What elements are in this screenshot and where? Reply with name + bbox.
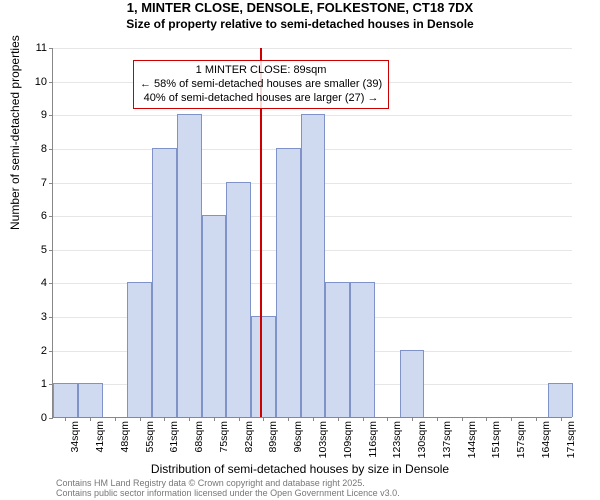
histogram-bar	[53, 383, 78, 417]
xtick-label: 68sqm	[193, 421, 205, 453]
ytick-label: 9	[41, 109, 53, 121]
xtick-mark	[536, 417, 537, 421]
xtick-mark	[164, 417, 165, 421]
histogram-bar	[276, 148, 301, 417]
footnote-line-2: Contains public sector information licen…	[56, 488, 400, 498]
xtick-label: 109sqm	[342, 421, 354, 458]
xtick-label: 116sqm	[367, 421, 379, 458]
ytick-label: 1	[41, 378, 53, 390]
histogram-bar	[177, 114, 202, 417]
callout-line: 40% of semi-detached houses are larger (…	[140, 92, 382, 106]
ytick-label: 5	[41, 244, 53, 256]
ytick-label: 11	[36, 42, 53, 54]
histogram-bar	[226, 182, 251, 417]
xtick-mark	[462, 417, 463, 421]
xtick-label: 144sqm	[466, 421, 478, 458]
xtick-mark	[288, 417, 289, 421]
page-subtitle: Size of property relative to semi-detach…	[0, 17, 600, 31]
ytick-label: 7	[41, 177, 53, 189]
ytick-label: 2	[41, 345, 53, 357]
xtick-mark	[437, 417, 438, 421]
xtick-mark	[561, 417, 562, 421]
callout-line: 1 MINTER CLOSE: 89sqm	[140, 64, 382, 78]
xtick-label: 75sqm	[218, 421, 230, 453]
histogram-bar	[301, 114, 326, 417]
plot-area: 0123456789101134sqm41sqm48sqm55sqm61sqm6…	[52, 48, 572, 418]
ytick-label: 10	[35, 76, 53, 88]
page-title: 1, MINTER CLOSE, DENSOLE, FOLKESTONE, CT…	[0, 0, 600, 17]
xtick-mark	[486, 417, 487, 421]
xtick-label: 34sqm	[69, 421, 81, 453]
ytick-label: 6	[41, 210, 53, 222]
callout-line: ← 58% of semi-detached houses are smalle…	[140, 78, 382, 92]
xtick-label: 151sqm	[490, 421, 502, 458]
xtick-label: 61sqm	[168, 421, 180, 453]
xtick-mark	[90, 417, 91, 421]
xtick-label: 82sqm	[243, 421, 255, 453]
xtick-mark	[214, 417, 215, 421]
xtick-mark	[140, 417, 141, 421]
footnote: Contains HM Land Registry data © Crown c…	[56, 478, 400, 499]
xtick-mark	[338, 417, 339, 421]
xtick-label: 137sqm	[441, 421, 453, 458]
histogram-bar	[251, 316, 276, 417]
xtick-mark	[263, 417, 264, 421]
xtick-label: 130sqm	[416, 421, 428, 458]
xtick-mark	[363, 417, 364, 421]
xtick-label: 164sqm	[540, 421, 552, 458]
xtick-label: 157sqm	[515, 421, 527, 458]
xtick-label: 171sqm	[565, 421, 577, 458]
chart: 0123456789101134sqm41sqm48sqm55sqm61sqm6…	[52, 48, 572, 418]
xtick-label: 103sqm	[317, 421, 329, 458]
footnote-line-1: Contains HM Land Registry data © Crown c…	[56, 478, 400, 488]
xtick-mark	[313, 417, 314, 421]
xtick-label: 41sqm	[94, 421, 106, 453]
xtick-mark	[387, 417, 388, 421]
x-axis-label: Distribution of semi-detached houses by …	[0, 462, 600, 476]
ytick-label: 4	[41, 277, 53, 289]
histogram-bar	[202, 215, 227, 417]
histogram-bar	[152, 148, 177, 417]
histogram-bar	[400, 350, 425, 417]
xtick-mark	[412, 417, 413, 421]
xtick-label: 55sqm	[144, 421, 156, 453]
ytick-label: 0	[41, 412, 53, 424]
callout-box: 1 MINTER CLOSE: 89sqm← 58% of semi-detac…	[133, 60, 389, 109]
histogram-bar	[548, 383, 573, 417]
histogram-bar	[78, 383, 103, 417]
ytick-label: 3	[41, 311, 53, 323]
histogram-bar	[350, 282, 375, 417]
ytick-label: 8	[41, 143, 53, 155]
y-axis-label: Number of semi-detached properties	[8, 35, 22, 230]
histogram-bar	[325, 282, 350, 417]
xtick-mark	[511, 417, 512, 421]
xtick-mark	[115, 417, 116, 421]
xtick-label: 48sqm	[119, 421, 131, 453]
xtick-label: 96sqm	[292, 421, 304, 453]
xtick-mark	[239, 417, 240, 421]
histogram-bar	[127, 282, 152, 417]
xtick-mark	[189, 417, 190, 421]
xtick-label: 123sqm	[391, 421, 403, 458]
gridline	[53, 48, 572, 49]
xtick-mark	[65, 417, 66, 421]
xtick-label: 89sqm	[267, 421, 279, 453]
